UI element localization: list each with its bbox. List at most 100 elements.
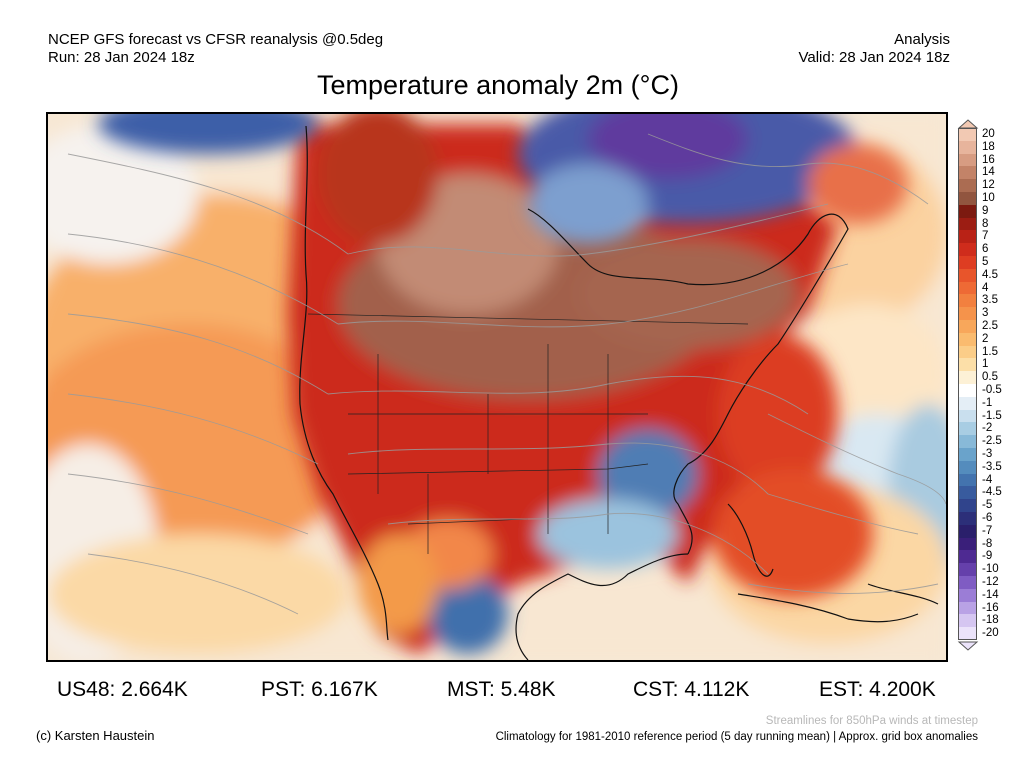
- colorbar-label: -18: [982, 614, 999, 627]
- anomaly-field-land: [288, 114, 873, 654]
- colorbar-swatch: [958, 550, 977, 564]
- colorbar-swatch: [958, 435, 977, 449]
- colorbar-swatch: [958, 524, 977, 539]
- valid-time: Valid: 28 Jan 2024 18z: [798, 49, 950, 66]
- colorbar-swatch: [958, 537, 977, 551]
- colorbar-swatch: [958, 281, 977, 295]
- stat-mst: MST: 5.48K: [447, 678, 556, 701]
- colorbar-swatch: [958, 166, 977, 180]
- colorbar-label: 16: [982, 153, 995, 166]
- colorbar-label: -2: [982, 422, 993, 435]
- colorbar-swatch: [958, 230, 977, 244]
- streamline-note: Streamlines for 850hPa winds at timestep: [765, 715, 978, 727]
- colorbar-swatch: [958, 332, 977, 347]
- colorbar-label: 6: [982, 243, 989, 256]
- colorbar-label: 5: [982, 256, 989, 268]
- colorbar-label: 18: [982, 140, 995, 153]
- colorbar-swatch: [958, 294, 977, 308]
- colorbar-label: 20: [982, 128, 995, 140]
- colorbar-swatch: [958, 179, 977, 193]
- colorbar-label: -9: [982, 550, 993, 563]
- colorbar-label: 4: [982, 281, 989, 294]
- anomaly-map: [46, 112, 948, 662]
- colorbar-swatch: [958, 371, 977, 385]
- colorbar-label: 14: [982, 166, 995, 179]
- colorbar-label: -8: [982, 537, 993, 550]
- colorbar-swatch: [958, 140, 977, 155]
- colorbar-label: -1: [982, 396, 993, 409]
- colorbar-label: 9: [982, 204, 989, 217]
- colorbar-label: 1.5: [982, 345, 998, 358]
- colorbar-label: 2: [982, 332, 989, 345]
- colorbar-label: 3.5: [982, 294, 998, 307]
- colorbar-label: -2.5: [982, 435, 1002, 448]
- colorbar-swatch: [958, 448, 977, 462]
- colorbar-swatch: [958, 512, 977, 526]
- colorbar-swatch: [958, 627, 977, 641]
- colorbar-label: -3: [982, 448, 993, 460]
- colorbar-label: 8: [982, 217, 989, 230]
- colorbar-swatch: [958, 473, 977, 487]
- colorbar-label: 12: [982, 179, 995, 192]
- colorbar-swatch: [958, 422, 977, 436]
- colorbar-swatch: [958, 409, 977, 423]
- colorbar-swatch: [958, 486, 977, 500]
- colorbar-arrows: [957, 119, 979, 651]
- map-title: Temperature anomaly 2m (°C): [317, 70, 679, 100]
- colorbar-swatch: [958, 128, 977, 142]
- colorbar-swatch: [958, 217, 977, 231]
- colorbar-label: -20: [982, 627, 999, 640]
- colorbar-label: -14: [982, 588, 999, 601]
- colorbar-label: -10: [982, 563, 999, 576]
- colorbar-swatch: [958, 204, 977, 219]
- colorbar-swatch: [958, 192, 977, 206]
- colorbar-label: 3: [982, 307, 989, 320]
- colorbar-label: -7: [982, 524, 993, 537]
- colorbar-label: 2.5: [982, 320, 998, 332]
- run-time: Run: 28 Jan 2024 18z: [48, 49, 195, 66]
- colorbar-label: -5: [982, 499, 993, 512]
- analysis-label: Analysis: [894, 31, 950, 48]
- colorbar-swatch: [958, 576, 977, 590]
- colorbar-swatch: [958, 153, 977, 167]
- colorbar-label: -16: [982, 601, 999, 614]
- wind-streamlines: [67, 133, 946, 615]
- colorbar-bottom-arrow: [957, 641, 979, 651]
- colorbar-label: -6: [982, 512, 993, 524]
- colorbar-label: -4: [982, 473, 993, 486]
- colorbar-border: [958, 128, 977, 640]
- colorbar-top-arrow: [957, 119, 979, 129]
- colorbar-label: 10: [982, 192, 995, 204]
- colorbar-label: 4.5: [982, 268, 998, 281]
- stat-us48: US48: 2.664K: [57, 678, 188, 701]
- colorbar-label: 7: [982, 230, 989, 243]
- colorbar-swatch: [958, 345, 977, 359]
- author-credit: (c) Karsten Haustein: [36, 728, 155, 743]
- colorbar-swatch: [958, 563, 977, 577]
- stat-cst: CST: 4.112K: [633, 678, 750, 701]
- colorbar-label: 0.5: [982, 371, 998, 384]
- colorbar-label: -4.5: [982, 486, 1002, 499]
- colorbar-swatch: [958, 307, 977, 321]
- stat-est: EST: 4.200K: [819, 678, 936, 701]
- colorbar-label: -12: [982, 576, 999, 588]
- colorbar-swatch: [958, 614, 977, 628]
- colorbar-swatch: [958, 396, 977, 411]
- colorbar-swatch: [958, 243, 977, 257]
- coastlines: [299, 125, 939, 660]
- colorbar-swatch: [958, 256, 977, 270]
- anomaly-field-arctic: [98, 114, 908, 244]
- colorbar-swatch: [958, 320, 977, 334]
- colorbar-swatch: [958, 499, 977, 513]
- colorbar-swatch: [958, 588, 977, 603]
- colorbar-swatch: [958, 460, 977, 475]
- colorbar-swatch: [958, 358, 977, 372]
- stat-pst: PST: 6.167K: [261, 678, 378, 701]
- colorbar-swatch: [958, 268, 977, 283]
- colorbar-swatch: [958, 601, 977, 615]
- colorbar-label: -0.5: [982, 384, 1002, 396]
- climatology-note: Climatology for 1981-2010 reference peri…: [495, 731, 978, 743]
- model-description: NCEP GFS forecast vs CFSR reanalysis @0.…: [48, 31, 384, 48]
- colorbar-label: 1: [982, 358, 989, 371]
- colorbar-swatch: [958, 384, 977, 398]
